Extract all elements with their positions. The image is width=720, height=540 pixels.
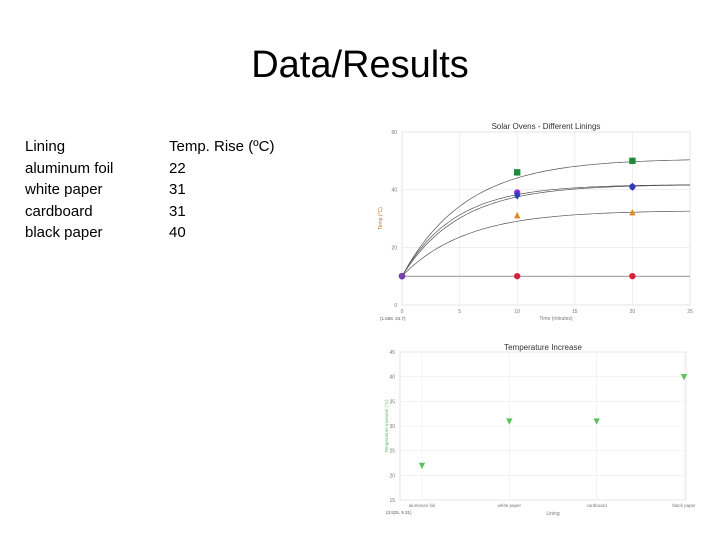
temp-rise-column: Temp. Rise (ºC) 22 31 31 40 xyxy=(169,136,275,244)
data-point xyxy=(593,418,600,425)
data-point xyxy=(629,272,636,280)
data-point xyxy=(398,272,406,280)
x-tick-label: 5 xyxy=(458,309,461,315)
y-tick-label: 45 xyxy=(389,350,395,356)
series-line xyxy=(401,184,690,277)
y-tick-label: 30 xyxy=(389,424,395,430)
y-tick-label: 15 xyxy=(389,498,395,504)
lining-cell: black paper xyxy=(25,224,103,242)
temperature-increase-scatter-chart: Temperature Increase 15 20 25 30 35 40 45 alumin… xyxy=(384,343,696,517)
series-line xyxy=(401,210,690,277)
coordinate-readout: (1.568, 24.7) xyxy=(380,316,406,321)
series-line xyxy=(401,159,691,277)
lining-cell: aluminum foil xyxy=(25,159,114,177)
temp-rise-cell: 31 xyxy=(169,181,186,199)
y-tick-label: 40 xyxy=(389,375,395,381)
x-tick-label: aluminum foil xyxy=(409,503,436,508)
y-tick-label: 25 xyxy=(389,449,395,455)
lining-column: Lining aluminum foil white paper cardboa… xyxy=(25,136,113,244)
y-tick-label: 40 xyxy=(391,188,397,194)
data-point xyxy=(514,211,521,219)
x-tick-label: cardboard xyxy=(587,503,608,508)
y-tick-label: 20 xyxy=(391,245,397,251)
y-tick-label: 35 xyxy=(389,399,395,405)
temp-rise-cell: 31 xyxy=(169,202,186,220)
y-tick-label: 20 xyxy=(389,473,395,479)
y-tick-label: 0 xyxy=(394,303,397,309)
x-tick-label: 10 xyxy=(514,309,520,315)
x-tick-label: 20 xyxy=(630,309,636,315)
temp-rise-header: Temp. Rise (ºC) xyxy=(169,138,275,155)
coordinate-readout: (3.525, 9.31) xyxy=(386,510,412,515)
series-line xyxy=(401,184,690,277)
data-point xyxy=(680,373,688,381)
data-point xyxy=(629,209,636,216)
x-axis-label: Time (minutes) xyxy=(539,316,572,322)
data-point xyxy=(418,462,426,470)
temp-rise-cell: 22 xyxy=(169,159,186,177)
temp-rise-cell: 40 xyxy=(169,224,186,242)
lining-cell: white paper xyxy=(25,181,103,199)
x-axis-label: Lining xyxy=(546,511,560,517)
lining-cell: cardboard xyxy=(25,202,93,220)
x-tick-label: 0 xyxy=(401,309,404,315)
data-point xyxy=(514,169,521,176)
solar-ovens-line-chart: Solar Ovens - Different Linings 0 20 40 60 0 5… xyxy=(378,122,693,322)
data-point xyxy=(506,418,513,425)
y-tick-label: 60 xyxy=(391,130,397,136)
x-tick-label: 15 xyxy=(572,309,578,315)
x-tick-label: white paper xyxy=(498,503,522,508)
lining-header: Lining xyxy=(25,138,66,155)
data-point xyxy=(629,157,636,165)
chart-title: Solar Ovens - Different Linings xyxy=(492,122,601,131)
x-tick-label: black paper xyxy=(672,503,696,508)
data-point xyxy=(629,182,636,191)
chart-title: Temperature Increase xyxy=(504,343,582,352)
y-axis-label: Temperature Increase (°C) xyxy=(384,399,389,453)
y-axis-label: Temp (°C) xyxy=(378,207,384,230)
slide-title: Data/Results xyxy=(251,44,469,86)
x-tick-label: 25 xyxy=(687,309,693,315)
data-point xyxy=(514,272,521,280)
